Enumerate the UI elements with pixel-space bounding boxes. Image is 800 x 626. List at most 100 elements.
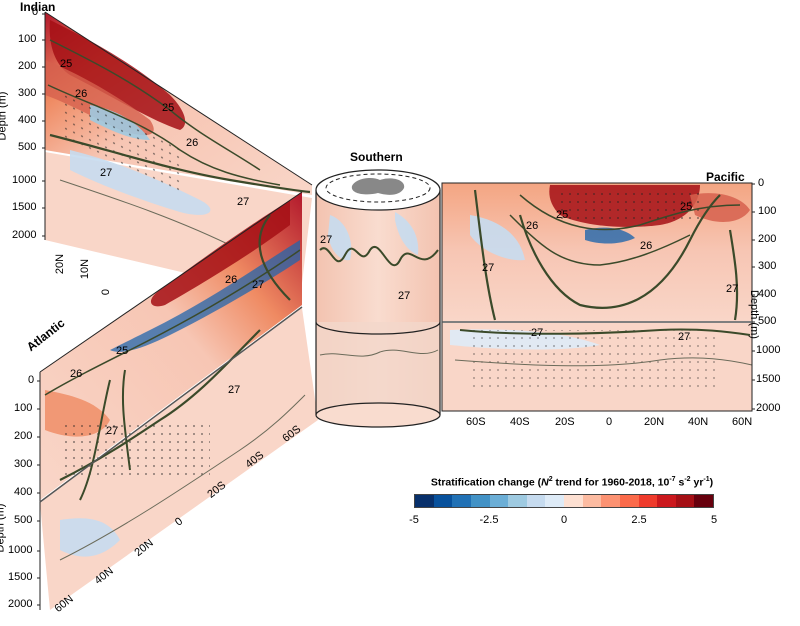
pacific-iso-25a: 25 <box>556 209 569 221</box>
southern-cylinder-lower <box>316 322 440 415</box>
pacific-iso-25b: 25 <box>680 201 693 213</box>
indian-iso-26b: 26 <box>186 137 199 149</box>
indian-lat-20n: 20N <box>54 253 67 275</box>
indian-contour-27 <box>49 133 311 194</box>
colorbar-segment <box>489 495 509 507</box>
colorbar-segment <box>675 495 695 507</box>
indian-depth-1000: 1000 <box>12 174 37 186</box>
southern-title: Southern <box>350 150 403 164</box>
pacific-lat-20s: 20S <box>555 416 575 428</box>
pacific-stipple-deep <box>470 330 720 390</box>
southern-cylinder-mid-ring <box>315 321 441 335</box>
pacific-depth-ticks <box>752 183 755 410</box>
pacific-iso-27c: 27 <box>531 327 544 339</box>
atlantic-iso-27a: 27 <box>252 279 265 291</box>
indian-depth-200: 200 <box>18 60 37 72</box>
indian-lat-0: 0 <box>100 288 113 296</box>
atlantic-section <box>39 191 318 610</box>
atlantic-border <box>39 191 303 373</box>
colorbar-title-post: ) <box>709 476 714 489</box>
pacific-contour-27 <box>473 189 739 321</box>
colorbar-title-pre: Stratification change ( <box>430 476 542 489</box>
indian-iso-25a: 25 <box>60 58 73 70</box>
colorbar-segment <box>601 495 620 507</box>
atlantic-contour-26 <box>44 249 301 396</box>
pacific-depth-400: 400 <box>758 288 777 300</box>
pacific-depth-title: Depth (m) <box>748 290 760 339</box>
pacific-iso-27b: 27 <box>726 283 739 295</box>
pacific-iso-27a: 27 <box>482 262 495 274</box>
pacific-light-blue <box>470 215 525 261</box>
atlantic-depth-0: 0 <box>28 374 35 386</box>
colorbar-segment <box>638 495 658 507</box>
southern-iso-27b: 27 <box>398 290 411 302</box>
pacific-lat-0: 0 <box>606 416 613 428</box>
atlantic-iso-26: 26 <box>225 274 238 286</box>
colorbar-tick-m2-5: -2.5 <box>479 514 499 526</box>
pacific-depth-1000: 1000 <box>756 344 781 356</box>
atlantic-iso-25: 25 <box>116 345 129 357</box>
colorbar-segment <box>470 495 490 507</box>
pacific-blue-patch <box>585 227 635 244</box>
atlantic-depth-100: 100 <box>14 402 33 414</box>
pacific-depth-0: 0 <box>758 177 765 189</box>
atlantic-strong-red-patch <box>150 200 290 307</box>
pacific-contour-deep <box>459 328 751 336</box>
colorbar-segment <box>526 495 546 507</box>
colorbar-title-supm1: -1 <box>703 476 710 483</box>
colorbar: Stratification change (N2 trend for 1960… <box>409 476 730 538</box>
indian-depth-ticks <box>42 13 45 237</box>
pacific-contour-thin <box>454 357 753 367</box>
colorbar-title-sup2: 2 <box>548 476 553 483</box>
antarctica-shape <box>351 178 405 195</box>
indian-iso-26a: 26 <box>75 88 88 100</box>
colorbar-scale <box>414 494 714 508</box>
indian-title: Indian <box>20 0 56 14</box>
southern-top-dashed-ring <box>325 173 431 203</box>
atlantic-iso-27c: 27 <box>106 425 119 437</box>
colorbar-title-yr: yr <box>690 476 704 489</box>
pacific-lat-40n: 40N <box>688 416 709 428</box>
southern-blue-patch-2 <box>395 212 419 255</box>
atlantic-stipple <box>60 420 210 480</box>
pacific-depth-500: 500 <box>758 315 777 327</box>
pacific-section <box>441 182 753 412</box>
southern-blue-patch <box>328 215 352 261</box>
indian-depth-500: 500 <box>18 141 37 153</box>
indian-blue-patch <box>70 150 211 215</box>
atlantic-depth-1500: 1500 <box>8 571 33 583</box>
pacific-iso-27d: 27 <box>678 331 691 343</box>
indian-red-patch-2 <box>45 60 154 136</box>
southern-cylinder-bottom <box>315 402 441 428</box>
indian-contour-26 <box>47 84 281 186</box>
indian-depth-2000: 2000 <box>12 229 37 241</box>
colorbar-segment <box>694 495 713 507</box>
colorbar-segment <box>433 495 453 507</box>
atlantic-depth-500: 500 <box>14 514 33 526</box>
colorbar-title-supm2: -2 <box>684 476 691 483</box>
indian-depth-300: 300 <box>18 87 37 99</box>
indian-iso-27a: 27 <box>100 167 113 179</box>
colorbar-tick-0: 0 <box>560 514 568 526</box>
colorbar-title-mid: trend for 1960-2018, 10 <box>552 476 670 489</box>
pacific-lat-60n: 60N <box>732 416 753 428</box>
atlantic-contour-deep <box>79 369 131 501</box>
colorbar-segment <box>582 495 602 507</box>
atlantic-depth-title: Depth (m) <box>0 503 7 553</box>
southern-contour-deep <box>319 349 439 357</box>
pacific-contour-25 <box>519 194 741 231</box>
indian-depth-title: Depth (m) <box>0 91 9 141</box>
atlantic-depth-200: 200 <box>14 430 33 442</box>
colorbar-segment <box>545 495 564 507</box>
colorbar-segment <box>619 495 639 507</box>
colorbar-tick-m5: -5 <box>409 514 419 526</box>
southern-cylinder <box>315 169 441 428</box>
atlantic-blue-patch <box>60 518 120 557</box>
pacific-lat-60s: 60S <box>466 416 486 428</box>
indian-depth-1500: 1500 <box>12 201 37 213</box>
pacific-depth-1500: 1500 <box>756 373 781 385</box>
pacific-iso-26b: 26 <box>640 240 653 252</box>
atlantic-contour-thin <box>59 394 306 561</box>
colorbar-title-s: s <box>675 476 685 489</box>
